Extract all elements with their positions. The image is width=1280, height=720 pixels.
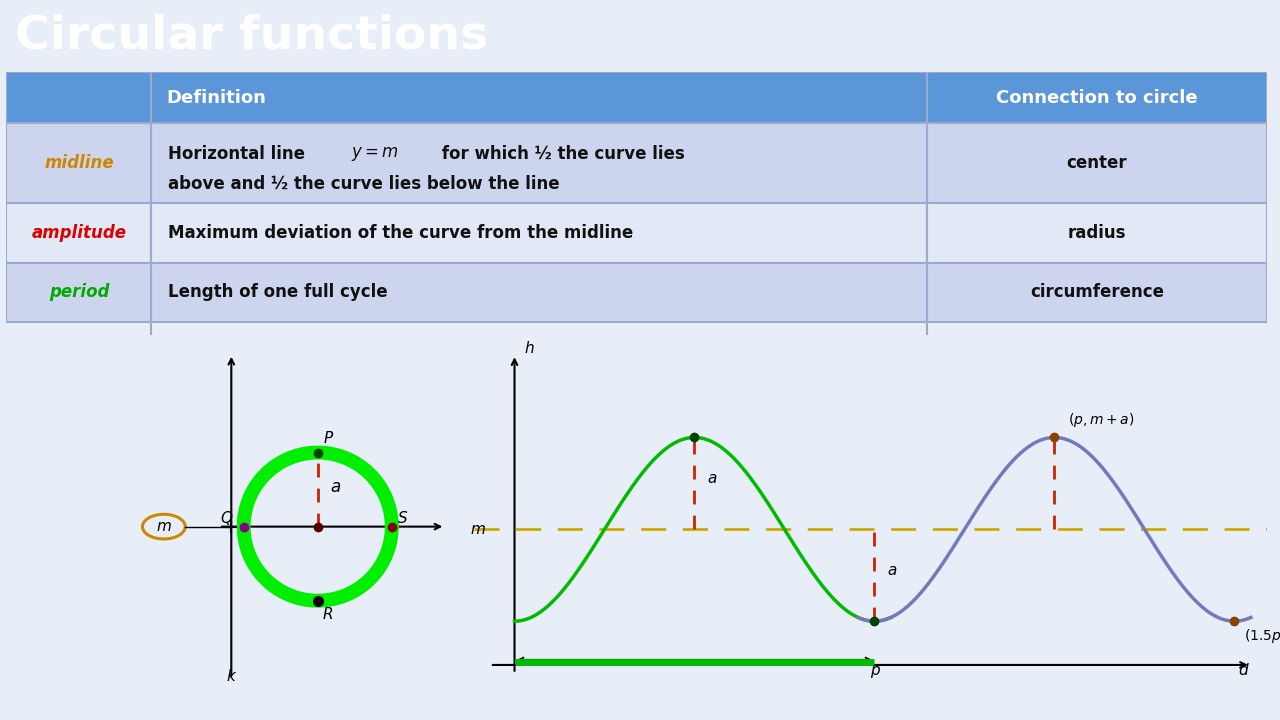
Text: a: a — [330, 478, 340, 496]
Bar — [927, 203, 1267, 263]
Text: Definition: Definition — [166, 89, 266, 107]
Bar — [6, 72, 1267, 123]
Text: Length of one full cycle: Length of one full cycle — [168, 283, 388, 301]
Text: Connection to circle: Connection to circle — [996, 89, 1198, 107]
Text: amplitude: amplitude — [32, 224, 127, 242]
Text: for which ½ the curve lies: for which ½ the curve lies — [436, 145, 685, 163]
Text: m: m — [156, 519, 172, 534]
Text: p: p — [869, 663, 879, 678]
Text: d: d — [1238, 663, 1248, 678]
Text: m: m — [470, 522, 485, 537]
Text: a: a — [708, 472, 717, 487]
Text: k: k — [227, 670, 236, 684]
Bar — [6, 263, 151, 322]
Bar — [6, 123, 151, 203]
Text: h: h — [525, 341, 534, 356]
Text: Q: Q — [220, 510, 233, 526]
Text: P: P — [324, 431, 333, 446]
Text: S: S — [398, 510, 408, 526]
Text: R: R — [323, 607, 333, 622]
Text: $(1.5p,m-a)$: $(1.5p,m-a)$ — [1244, 627, 1280, 645]
Bar — [151, 203, 927, 263]
Text: Maximum deviation of the curve from the midline: Maximum deviation of the curve from the … — [168, 224, 634, 242]
Bar — [6, 203, 151, 263]
Text: center: center — [1066, 154, 1128, 172]
Text: Horizontal line: Horizontal line — [168, 145, 311, 163]
Bar — [927, 263, 1267, 322]
Text: above and ½ the curve lies below the line: above and ½ the curve lies below the lin… — [168, 174, 559, 192]
Text: a: a — [887, 563, 897, 578]
Bar — [927, 123, 1267, 203]
Bar — [151, 263, 927, 322]
Text: period: period — [49, 283, 109, 301]
Text: radius: radius — [1068, 224, 1126, 242]
Bar — [151, 123, 927, 203]
Text: midline: midline — [44, 154, 114, 172]
Text: $(p,m+a)$: $(p,m+a)$ — [1068, 411, 1134, 429]
Text: circumference: circumference — [1030, 283, 1164, 301]
Text: Circular functions: Circular functions — [15, 13, 489, 58]
Bar — [6, 72, 151, 123]
Text: $y = m$: $y = m$ — [351, 145, 398, 163]
